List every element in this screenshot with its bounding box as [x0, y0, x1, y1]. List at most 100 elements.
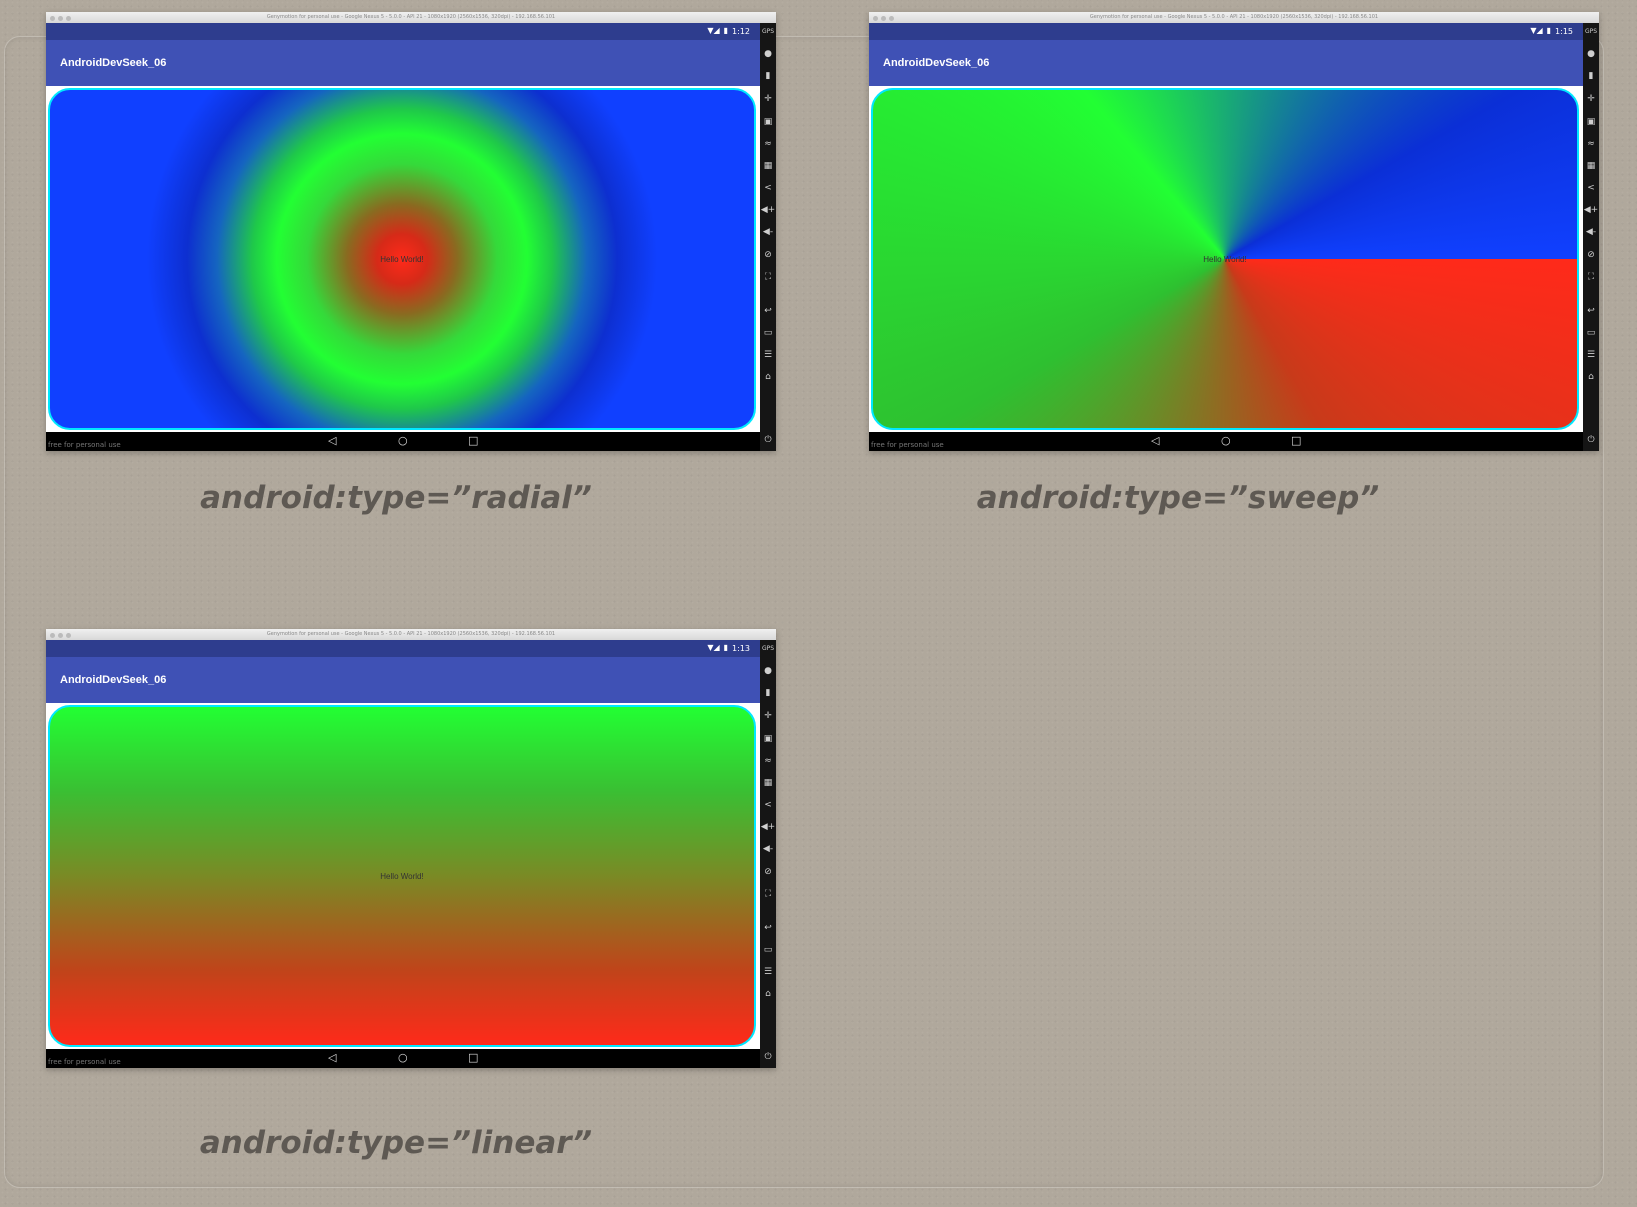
slide-frame — [4, 36, 1604, 1188]
gps-icon[interactable]: ● — [1587, 49, 1595, 59]
share-icon[interactable]: < — [764, 183, 772, 193]
recent-apps-sidebar-icon[interactable]: ▭ — [1586, 328, 1596, 338]
back-sidebar-icon[interactable]: ↩ — [764, 306, 772, 316]
status-time: 1:12 — [732, 26, 750, 36]
recents-icon[interactable]: □ — [1291, 434, 1302, 447]
home-sidebar-icon[interactable]: ⌂ — [1588, 372, 1594, 382]
recent-apps-sidebar-icon[interactable]: ▭ — [763, 945, 773, 955]
app-content: Hello World! — [46, 703, 760, 1049]
home-sidebar-icon[interactable]: ⌂ — [765, 372, 771, 382]
emulator-titlebar: Genymotion for personal use - Google Nex… — [869, 12, 1599, 23]
recents-icon[interactable]: □ — [468, 434, 479, 447]
gradient-shape-sweep: Hello World! — [871, 88, 1579, 430]
volume-down-icon[interactable]: ◀- — [1585, 227, 1597, 237]
back-sidebar-icon[interactable]: ↩ — [1587, 306, 1595, 316]
watermark-text: free for personal use — [48, 441, 121, 449]
back-icon[interactable]: ◁ — [1151, 434, 1160, 447]
emulator-titlebar: Genymotion for personal use - Google Nex… — [46, 12, 776, 23]
hello-world-text: Hello World! — [1203, 254, 1247, 264]
status-bar: ▼◢ ▮ 1:15 — [869, 23, 1583, 40]
wifi-icon: ▼◢ — [707, 643, 720, 652]
window-controls[interactable] — [50, 632, 74, 640]
volume-up-icon[interactable]: ◀+ — [760, 205, 776, 215]
app-bar: AndroidDevSeek_06 — [869, 40, 1583, 86]
recent-apps-sidebar-icon[interactable]: ▭ — [763, 328, 773, 338]
app-content: Hello World! — [46, 86, 760, 432]
fullscreen-icon[interactable]: ⛶ — [1587, 272, 1595, 282]
share-icon[interactable]: < — [764, 800, 772, 810]
recents-icon[interactable]: □ — [468, 1051, 479, 1064]
emulator-sidebar: GPS ● ▮ ✛ ▣ ≈ ▦ < ◀+ ◀- ⊘ ⛶ ↩ ▭ ☰ ⌂ ⏻ — [1583, 23, 1599, 451]
battery-icon: ▮ — [1546, 26, 1552, 35]
wifi-icon: ▼◢ — [707, 26, 720, 35]
back-sidebar-icon[interactable]: ↩ — [764, 923, 772, 933]
status-bar: ▼◢ ▮ 1:12 — [46, 23, 760, 40]
emulator-titlebar: Genymotion for personal use - Google Nex… — [46, 629, 776, 640]
app-content: Hello World! — [869, 86, 1583, 432]
fullscreen-icon[interactable]: ⛶ — [764, 889, 772, 899]
menu-icon[interactable]: ☰ — [1586, 350, 1596, 360]
network-icon[interactable]: ≈ — [1587, 139, 1595, 149]
rotate-icon[interactable]: ⊘ — [764, 867, 772, 877]
back-icon[interactable]: ◁ — [328, 434, 337, 447]
power-icon[interactable]: ⏻ — [1587, 435, 1595, 445]
status-bar: ▼◢ ▮ 1:13 — [46, 640, 760, 657]
volume-up-icon[interactable]: ◀+ — [760, 822, 776, 832]
share-icon[interactable]: < — [1587, 183, 1595, 193]
network-icon[interactable]: ≈ — [764, 756, 772, 766]
capture-icon[interactable]: ▣ — [763, 117, 773, 127]
home-icon[interactable]: ○ — [398, 434, 408, 447]
volume-up-icon[interactable]: ◀+ — [1583, 205, 1599, 215]
gradient-shape-linear: Hello World! — [48, 705, 756, 1047]
home-sidebar-icon[interactable]: ⌂ — [765, 989, 771, 999]
app-title: AndroidDevSeek_06 — [60, 57, 167, 69]
remote-control-icon[interactable]: ✛ — [1587, 94, 1595, 104]
watermark-text: free for personal use — [48, 1058, 121, 1066]
battery-icon: ▮ — [723, 643, 729, 652]
watermark-text: free for personal use — [871, 441, 944, 449]
window-controls[interactable] — [50, 15, 74, 23]
navigation-bar: ◁ ○ □ free for personal use — [46, 1049, 760, 1068]
gps-icon[interactable]: ● — [764, 666, 772, 676]
capture-icon[interactable]: ▣ — [1586, 117, 1596, 127]
home-icon[interactable]: ○ — [398, 1051, 408, 1064]
remote-control-icon[interactable]: ✛ — [764, 711, 772, 721]
titlebar-text: Genymotion for personal use - Google Nex… — [1089, 14, 1379, 20]
emulator-sidebar: GPS ● ▮ ✛ ▣ ≈ ▦ < ◀+ ◀- ⊘ ⛶ ↩ ▭ ☰ ⌂ ⏻ — [760, 23, 776, 451]
remote-control-icon[interactable]: ✛ — [764, 94, 772, 104]
battery-sidebar-icon[interactable]: GPS — [761, 645, 775, 652]
volume-down-icon[interactable]: ◀- — [762, 844, 774, 854]
caption-sweep: android:type=”sweep” — [976, 480, 1380, 516]
phone-icon[interactable]: ▦ — [763, 161, 773, 171]
titlebar-text: Genymotion for personal use - Google Nex… — [266, 631, 556, 637]
capture-icon[interactable]: ▣ — [763, 734, 773, 744]
battery-icon: ▮ — [723, 26, 729, 35]
fullscreen-icon[interactable]: ⛶ — [764, 272, 772, 282]
window-controls[interactable] — [873, 15, 897, 23]
camera-icon[interactable]: ▮ — [1588, 71, 1594, 81]
home-icon[interactable]: ○ — [1221, 434, 1231, 447]
caption-linear: android:type=”linear” — [199, 1125, 593, 1161]
battery-sidebar-icon[interactable]: GPS — [1584, 28, 1598, 35]
wifi-icon: ▼◢ — [1530, 26, 1543, 35]
app-bar: AndroidDevSeek_06 — [46, 40, 760, 86]
power-icon[interactable]: ⏻ — [764, 1052, 772, 1062]
rotate-icon[interactable]: ⊘ — [1587, 250, 1595, 260]
emulator-window-linear: Genymotion for personal use - Google Nex… — [46, 629, 776, 1068]
power-icon[interactable]: ⏻ — [764, 435, 772, 445]
camera-icon[interactable]: ▮ — [765, 688, 771, 698]
phone-icon[interactable]: ▦ — [763, 778, 773, 788]
phone-icon[interactable]: ▦ — [1586, 161, 1596, 171]
status-time: 1:13 — [732, 643, 750, 653]
gradient-shape-radial: Hello World! — [48, 88, 756, 430]
menu-icon[interactable]: ☰ — [763, 350, 773, 360]
gps-icon[interactable]: ● — [764, 49, 772, 59]
battery-sidebar-icon[interactable]: GPS — [761, 28, 775, 35]
volume-down-icon[interactable]: ◀- — [762, 227, 774, 237]
network-icon[interactable]: ≈ — [764, 139, 772, 149]
menu-icon[interactable]: ☰ — [763, 967, 773, 977]
rotate-icon[interactable]: ⊘ — [764, 250, 772, 260]
navigation-bar: ◁ ○ □ free for personal use — [869, 432, 1583, 451]
back-icon[interactable]: ◁ — [328, 1051, 337, 1064]
camera-icon[interactable]: ▮ — [765, 71, 771, 81]
